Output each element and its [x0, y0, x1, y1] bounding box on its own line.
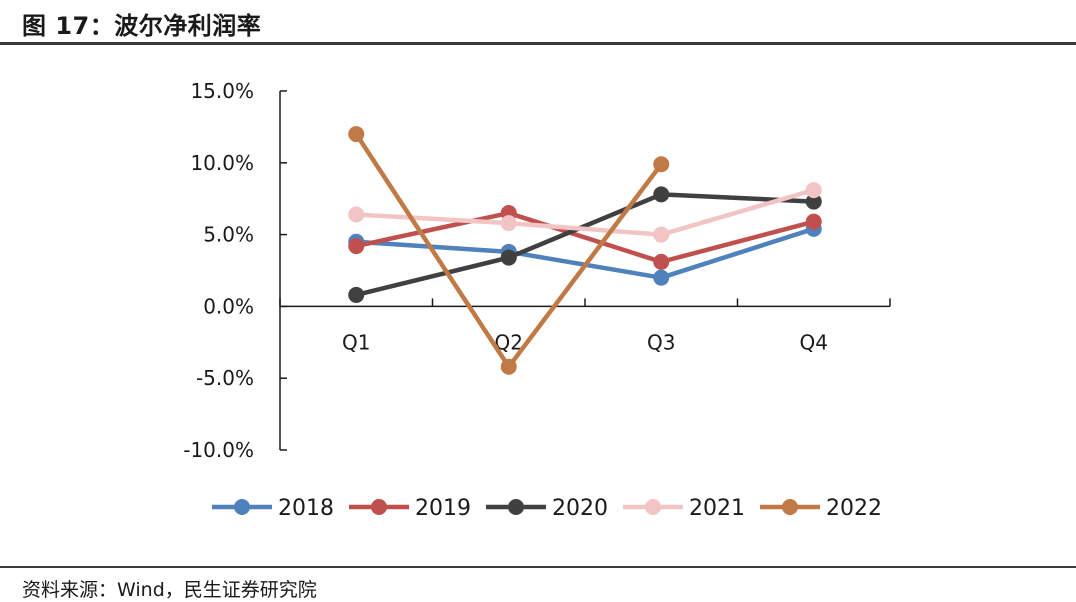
data-point	[805, 213, 822, 230]
data-point	[348, 238, 365, 255]
data-point	[348, 286, 365, 303]
series-2021	[348, 182, 822, 243]
legend-marker	[371, 499, 387, 515]
data-point	[653, 156, 670, 173]
legend-marker	[782, 499, 798, 515]
legend: 2018 2019 2020 2021 2022	[212, 496, 882, 521]
data-point	[653, 186, 670, 203]
legend-item-2019: 2019	[349, 496, 471, 521]
x-tick-label: Q1	[342, 330, 370, 354]
data-point	[653, 253, 670, 270]
y-tick-label: 10.0%	[190, 151, 254, 175]
y-axis: 15.0% 10.0% 5.0% 0.0% -5.0% -10.0%	[183, 79, 287, 462]
data-point	[348, 206, 365, 223]
legend-item-2021: 2021	[623, 496, 745, 521]
legend-marker	[234, 499, 250, 515]
data-point	[653, 226, 670, 243]
source-note: 资料来源：Wind，民生证券研究院	[22, 579, 317, 601]
y-tick-label: -5.0%	[196, 366, 254, 390]
legend-item-2018: 2018	[212, 496, 334, 521]
x-axis: Q1 Q2 Q3 Q4	[279, 298, 891, 354]
legend-label: 2020	[552, 496, 608, 521]
figure-title: 图 17：波尔净利润率	[22, 12, 262, 40]
y-tick-label: 5.0%	[203, 223, 254, 247]
legend-marker	[645, 499, 661, 515]
legend-label: 2019	[415, 496, 471, 521]
series-line-2019	[354, 210, 816, 265]
y-tick-label: 15.0%	[190, 79, 254, 103]
data-point	[653, 269, 670, 286]
data-point	[500, 215, 517, 232]
legend-label: 2018	[278, 496, 334, 521]
x-tick-label: Q3	[647, 330, 675, 354]
data-point	[500, 358, 517, 375]
data-point	[805, 193, 822, 210]
series-line-2020	[354, 192, 816, 298]
data-point	[348, 126, 365, 143]
data-point	[500, 249, 517, 266]
y-tick-label: -10.0%	[183, 438, 254, 462]
y-tick-label: 0.0%	[203, 294, 254, 318]
bottom-divider	[0, 566, 1076, 568]
series-2019	[348, 205, 822, 270]
x-tick-label: Q4	[800, 330, 828, 354]
series-lines	[348, 126, 822, 375]
legend-label: 2021	[689, 496, 745, 521]
top-divider	[0, 42, 1076, 45]
data-point	[805, 182, 822, 199]
series-2022	[348, 126, 670, 375]
legend-marker	[508, 499, 524, 515]
series-line-2021	[354, 187, 816, 237]
series-2020	[348, 186, 822, 303]
legend-item-2022: 2022	[760, 496, 882, 521]
legend-item-2020: 2020	[486, 496, 608, 521]
legend-label: 2022	[826, 496, 882, 521]
